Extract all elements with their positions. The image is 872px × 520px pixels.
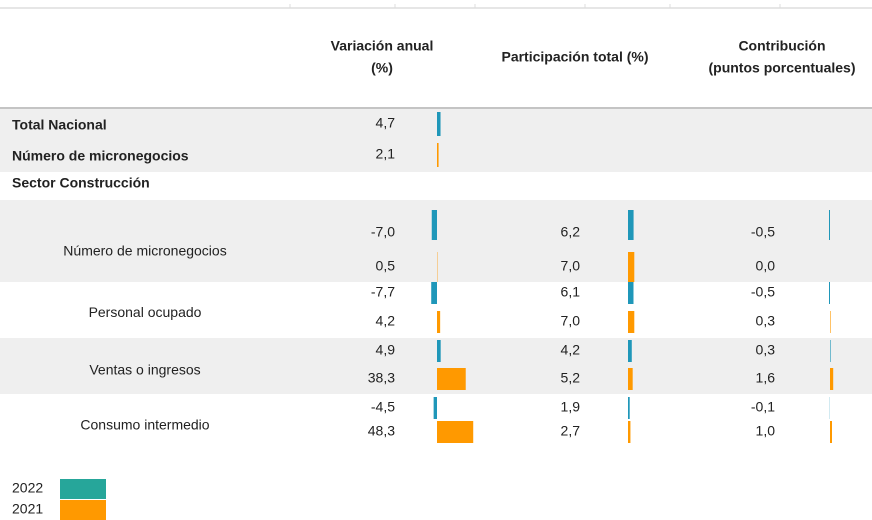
- band: [0, 338, 872, 394]
- bar: [628, 368, 633, 390]
- bar: [628, 421, 631, 443]
- bar: [437, 143, 439, 167]
- value-label: 2,7: [561, 423, 581, 439]
- column-header: (%): [371, 60, 393, 76]
- value-label: 4,7: [376, 115, 396, 131]
- value-label: 0,3: [756, 342, 776, 358]
- row-label: Número de micronegocios: [63, 243, 226, 259]
- row-label: Ventas o ingresos: [89, 362, 200, 378]
- bar: [830, 421, 832, 443]
- bar: [628, 311, 635, 333]
- value-label: 48,3: [368, 423, 395, 439]
- value-label: 2,1: [376, 146, 396, 162]
- bar: [830, 311, 831, 333]
- value-label: -4,5: [371, 399, 395, 415]
- bar: [437, 311, 441, 333]
- value-label: 1,6: [756, 370, 776, 386]
- value-label: 38,3: [368, 370, 395, 386]
- value-label: 0,3: [756, 313, 776, 329]
- row-label: Consumo intermedio: [80, 417, 209, 433]
- row-label: Personal ocupado: [89, 304, 202, 320]
- value-label: 5,2: [561, 370, 581, 386]
- value-label: 0,0: [756, 258, 776, 274]
- column-header: (puntos porcentuales): [708, 60, 855, 76]
- column-header: Participación total (%): [501, 49, 648, 65]
- bar: [437, 368, 466, 390]
- value-label: 6,2: [561, 224, 581, 240]
- bar: [628, 252, 635, 282]
- bar: [431, 210, 437, 240]
- value-label: 1,0: [756, 423, 776, 439]
- value-label: -0,1: [751, 399, 775, 415]
- value-label: -7,7: [371, 284, 395, 300]
- bar: [437, 421, 474, 443]
- column-header: Variación anual: [331, 38, 434, 54]
- bar: [437, 112, 441, 136]
- value-label: 4,2: [376, 313, 396, 329]
- legend-swatch: [60, 500, 106, 520]
- bar: [830, 340, 831, 362]
- band: [0, 109, 872, 172]
- bar: [628, 397, 630, 419]
- row-label: Total Nacional: [12, 117, 107, 133]
- value-label: -0,5: [751, 224, 775, 240]
- value-label: 4,9: [376, 342, 396, 358]
- bar: [437, 340, 441, 362]
- bar: [433, 397, 437, 419]
- legend-label: 2021: [12, 501, 43, 517]
- value-label: 6,1: [561, 284, 581, 300]
- row-label: Número de micronegocios: [12, 148, 189, 164]
- value-label: 7,0: [561, 313, 581, 329]
- bar: [829, 210, 830, 240]
- value-label: -7,0: [371, 224, 395, 240]
- bar: [628, 210, 634, 240]
- value-label: 1,9: [561, 399, 581, 415]
- legend-label: 2022: [12, 480, 43, 496]
- bar: [830, 368, 834, 390]
- value-label: 0,5: [376, 258, 396, 274]
- section-label: Sector Construcción: [12, 175, 150, 191]
- value-label: 7,0: [561, 258, 581, 274]
- value-label: 4,2: [561, 342, 581, 358]
- column-header: Contribución: [738, 38, 825, 54]
- bar: [628, 282, 634, 304]
- value-label: -0,5: [751, 284, 775, 300]
- legend-swatch: [60, 479, 106, 499]
- top-ticks: [289, 4, 781, 8]
- bar: [431, 282, 437, 304]
- bar: [628, 340, 632, 362]
- bar: [829, 282, 830, 304]
